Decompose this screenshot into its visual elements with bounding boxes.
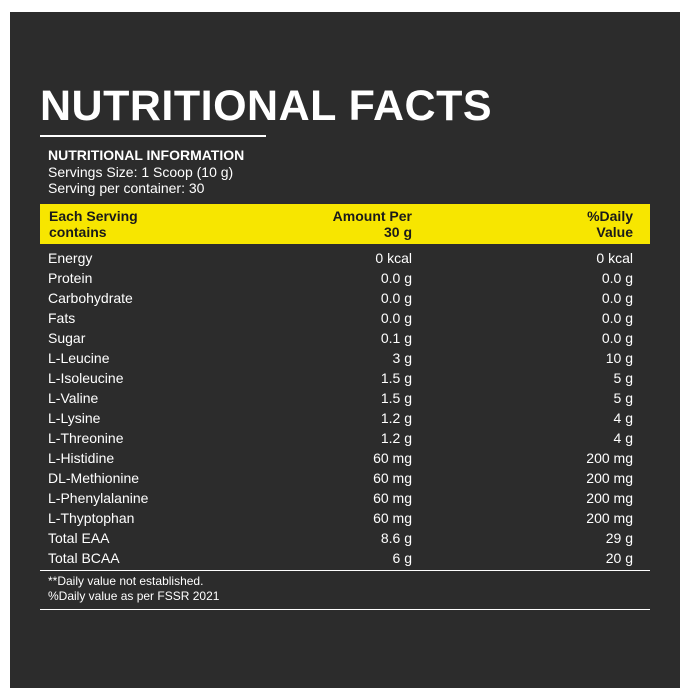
info-line: Servings Size: 1 Scoop (10 g) xyxy=(48,164,234,180)
rule xyxy=(40,609,650,610)
table-row: Total BCAA 6 g 20 g xyxy=(40,548,650,568)
amount: 8.6 g xyxy=(380,530,412,546)
daily-value: 4 g xyxy=(613,410,633,426)
daily-value: 0.0 g xyxy=(601,270,633,286)
table-row: L-Valine 1.5 g 5 g xyxy=(40,388,650,408)
amount: 60 mg xyxy=(373,490,412,506)
amount: 60 mg xyxy=(373,470,412,486)
footnote: **Daily value not established. xyxy=(48,574,204,588)
table-row: L-Threonine 1.2 g 4 g xyxy=(40,428,650,448)
table-row: L-Histidine 60 mg 200 mg xyxy=(40,448,650,468)
title: NUTRITIONAL FACTS xyxy=(40,82,493,130)
nutrient-name: Total BCAA xyxy=(48,550,120,566)
amount: 0.0 g xyxy=(380,270,412,286)
table-row: Fats 0.0 g 0.0 g xyxy=(40,308,650,328)
table-row: Sugar 0.1 g 0.0 g xyxy=(40,328,650,348)
table-row: L-Lysine 1.2 g 4 g xyxy=(40,408,650,428)
amount: 1.5 g xyxy=(380,390,412,406)
table-row: Protein 0.0 g 0.0 g xyxy=(40,268,650,288)
nutrient-name: L-Phenylalanine xyxy=(48,490,149,506)
nutrient-name: L-Histidine xyxy=(48,450,115,466)
table-row: L-Isoleucine 1.5 g 5 g xyxy=(40,368,650,388)
daily-value: 0 kcal xyxy=(596,250,633,266)
amount: 3 g xyxy=(392,350,412,366)
amount: 0.0 g xyxy=(380,310,412,326)
panel: NUTRITIONAL FACTS NUTRITIONAL INFORMATIO… xyxy=(10,12,680,688)
nutrient-name: Sugar xyxy=(48,330,86,346)
daily-value: 0.0 g xyxy=(601,290,633,306)
daily-value: 20 g xyxy=(605,550,633,566)
daily-value: 200 mg xyxy=(586,510,633,526)
nutrient-name: Energy xyxy=(48,250,93,266)
table-row: L-Leucine 3 g 10 g xyxy=(40,348,650,368)
nutrient-name: L-Isoleucine xyxy=(48,370,124,386)
amount: 0 kcal xyxy=(375,250,412,266)
amount: 1.2 g xyxy=(380,410,412,426)
amount: 60 mg xyxy=(373,510,412,526)
daily-value: 5 g xyxy=(613,370,633,386)
nutrient-name: L-Valine xyxy=(48,390,99,406)
info-heading: NUTRITIONAL INFORMATION xyxy=(48,147,245,163)
amount: 0.0 g xyxy=(380,290,412,306)
nutrient-name: L-Thyptophan xyxy=(48,510,135,526)
nutrient-name: L-Lysine xyxy=(48,410,101,426)
table-row: DL-Methionine 60 mg 200 mg xyxy=(40,468,650,488)
amount: 1.2 g xyxy=(380,430,412,446)
table-body: Energy 0 kcal 0 kcal Protein 0.0 g 0.0 g Carbo… xyxy=(40,248,650,568)
header-cell: Amount Per 30 g xyxy=(332,208,412,240)
nutrient-name: L-Threonine xyxy=(48,430,124,446)
nutrient-name: Total EAA xyxy=(48,530,110,546)
table-row: L-Thyptophan 60 mg 200 mg xyxy=(40,508,650,528)
daily-value: 0.0 g xyxy=(601,330,633,346)
info-line: Serving per container: 30 xyxy=(48,180,205,196)
amount: 6 g xyxy=(392,550,412,566)
rule xyxy=(40,570,650,571)
daily-value: 200 mg xyxy=(586,490,633,506)
daily-value: 200 mg xyxy=(586,470,633,486)
daily-value: 0.0 g xyxy=(601,310,633,326)
footnote: %Daily value as per FSSR 2021 xyxy=(48,589,220,603)
table-row: Total EAA 8.6 g 29 g xyxy=(40,528,650,548)
daily-value: 4 g xyxy=(613,430,633,446)
amount: 0.1 g xyxy=(380,330,412,346)
amount: 60 mg xyxy=(373,450,412,466)
title-rule xyxy=(40,135,266,137)
amount: 1.5 g xyxy=(380,370,412,386)
nutrient-name: DL-Methionine xyxy=(48,470,140,486)
nutrient-name: Fats xyxy=(48,310,76,326)
header-cell: %Daily Value xyxy=(587,208,633,240)
header-cell: Each Serving contains xyxy=(49,208,138,240)
nutrient-name: L-Leucine xyxy=(48,350,110,366)
daily-value: 29 g xyxy=(605,530,633,546)
table-header: Each Serving contains Amount Per 30 g %D… xyxy=(40,204,650,244)
table-row: Carbohydrate 0.0 g 0.0 g xyxy=(40,288,650,308)
nutrient-name: Carbohydrate xyxy=(48,290,133,306)
table-row: L-Phenylalanine 60 mg 200 mg xyxy=(40,488,650,508)
table-row: Energy 0 kcal 0 kcal xyxy=(40,248,650,268)
daily-value: 200 mg xyxy=(586,450,633,466)
daily-value: 10 g xyxy=(605,350,633,366)
daily-value: 5 g xyxy=(613,390,633,406)
nutrient-name: Protein xyxy=(48,270,93,286)
